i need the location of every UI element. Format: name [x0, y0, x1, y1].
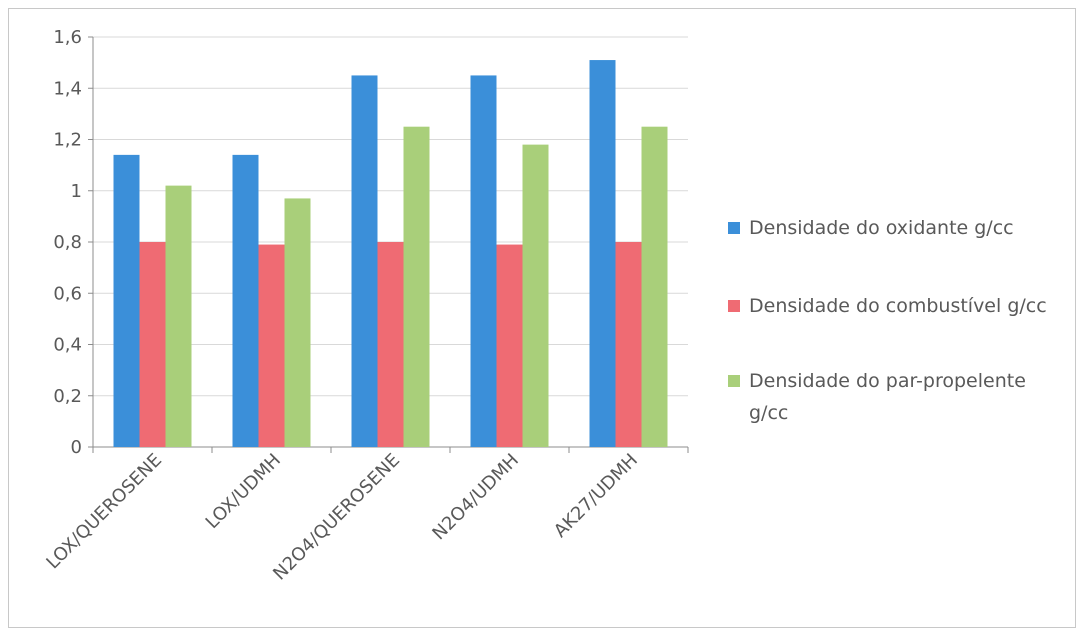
bar-combustivel	[377, 242, 404, 447]
x-tick-label: LOX/UDMH	[202, 450, 285, 533]
y-tick-label: 1,6	[53, 27, 82, 48]
y-tick-label: 1,2	[53, 130, 82, 151]
x-tick-label: N2O4/UDMH	[428, 450, 523, 545]
legend-swatch	[728, 300, 740, 312]
legend-swatch	[728, 222, 740, 234]
bar-par-propelente	[641, 126, 668, 447]
bar-combustivel	[615, 242, 642, 447]
x-tick-label: LOX/QUEROSENE	[42, 450, 166, 574]
bars	[113, 60, 668, 447]
legend-label: Densidade do oxidante g/cc	[749, 217, 1014, 239]
y-tick-label: 1	[71, 181, 82, 202]
y-tick-label: 0,8	[53, 232, 82, 253]
bar-par-propelente	[403, 126, 430, 447]
bar-oxidante	[589, 60, 616, 447]
bar-par-propelente	[284, 198, 311, 447]
y-axis: 0 0,2 0,4 0,6 0,8 1 1,2 1,4 1,6	[53, 27, 94, 458]
bar-oxidante	[232, 154, 259, 447]
x-tick-label: AK27/UDMH	[550, 450, 642, 542]
bar-oxidante	[113, 154, 140, 447]
bar-combustivel	[258, 244, 285, 447]
legend-label: Densidade do combustível g/cc	[749, 295, 1047, 317]
bar-par-propelente	[522, 144, 549, 447]
bar-combustivel	[496, 244, 523, 447]
legend-swatch	[728, 375, 740, 387]
bar-oxidante	[351, 75, 378, 447]
legend-label: Densidade do par-propelente g/cc	[749, 370, 1026, 424]
gridlines	[93, 36, 688, 397]
bar-combustivel	[139, 242, 166, 447]
y-tick-label: 1,4	[53, 78, 82, 99]
y-tick-label: 0,4	[53, 335, 82, 356]
y-tick-label: 0,2	[53, 386, 82, 407]
x-tick-label: N2O4/QUEROSENE	[269, 450, 404, 585]
y-tick-label: 0,6	[53, 283, 82, 304]
bar-oxidante	[470, 75, 497, 447]
y-tick-label: 0	[71, 437, 82, 458]
legend: Densidade do oxidante g/cc Densidade do c…	[728, 217, 1047, 424]
bar-par-propelente	[165, 185, 192, 447]
